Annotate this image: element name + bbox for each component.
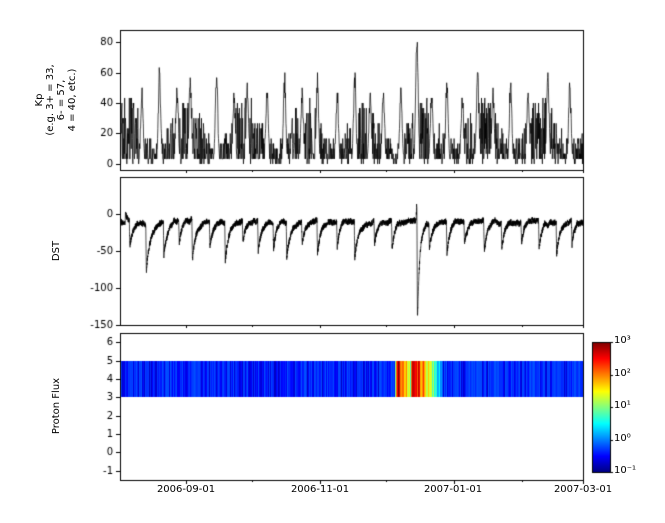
dst-axis-label: DST: [51, 240, 62, 262]
x-tick-label: 2007-01-01: [423, 484, 483, 495]
kp-axis-label: Kp (e.g. 3+ = 33, 6- = 57, 4 = 40, etc.): [34, 64, 78, 136]
x-tick-label: 2006-09-01: [156, 484, 216, 495]
colorbar-tick-label: 10⁰: [614, 433, 631, 444]
colorbar-tick-label: 10²: [614, 368, 631, 379]
colorbar-tick-label: 10⁻¹: [614, 465, 637, 476]
colorbar-tick-label: 10³: [614, 335, 631, 346]
colorbar-tick-label: 10¹: [614, 400, 631, 411]
x-tick-label: 2007-03-01: [553, 484, 613, 495]
proton-flux-axis-label: Proton Flux: [51, 377, 62, 435]
x-tick-label: 2006-11-01: [290, 484, 350, 495]
